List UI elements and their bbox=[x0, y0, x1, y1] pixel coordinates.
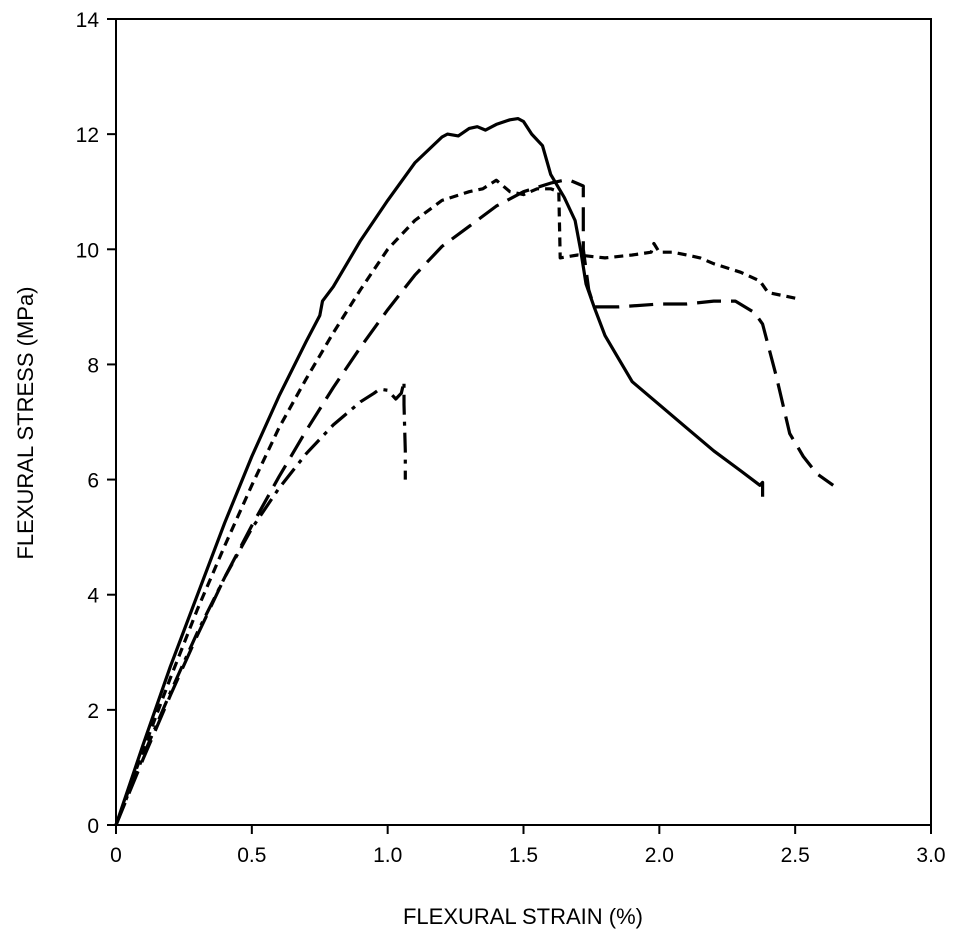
series-line-short-dash bbox=[114, 178, 796, 826]
x-tick-label: 2.5 bbox=[781, 844, 810, 867]
y-tick-label: 4 bbox=[87, 585, 99, 608]
axis-ticks: 0 0.5 1.0 1.5 2.0 2.5 3.0 0 2 4 6 8 10 12 14 bbox=[76, 9, 946, 867]
y-axis-label: FLEXURAL STRESS (MPa) bbox=[13, 286, 38, 559]
y-tick-label: 10 bbox=[76, 239, 99, 262]
x-axis-label: FLEXURAL STRAIN (%) bbox=[403, 904, 643, 929]
x-tick-label: 0 bbox=[110, 844, 122, 867]
series-line-long-dash bbox=[114, 178, 835, 826]
y-tick-label: 14 bbox=[76, 9, 100, 32]
series-lines bbox=[114, 117, 835, 826]
x-tick-label: 3.0 bbox=[916, 844, 945, 867]
plot-area bbox=[115, 18, 932, 826]
y-tick-label: 12 bbox=[76, 124, 99, 147]
y-tick-label: 2 bbox=[87, 700, 99, 723]
plot-border bbox=[115, 18, 932, 826]
series-line-solid bbox=[114, 117, 765, 826]
y-tick-label: 0 bbox=[87, 815, 99, 838]
x-tick-label: 0.5 bbox=[237, 844, 266, 867]
x-tick-label: 2.0 bbox=[645, 844, 674, 867]
y-tick-label: 8 bbox=[87, 354, 99, 377]
y-tick-label: 6 bbox=[87, 470, 99, 493]
series-line-dash-dot bbox=[114, 380, 407, 826]
x-tick-label: 1.0 bbox=[373, 844, 402, 867]
x-tick-label: 1.5 bbox=[509, 844, 538, 867]
